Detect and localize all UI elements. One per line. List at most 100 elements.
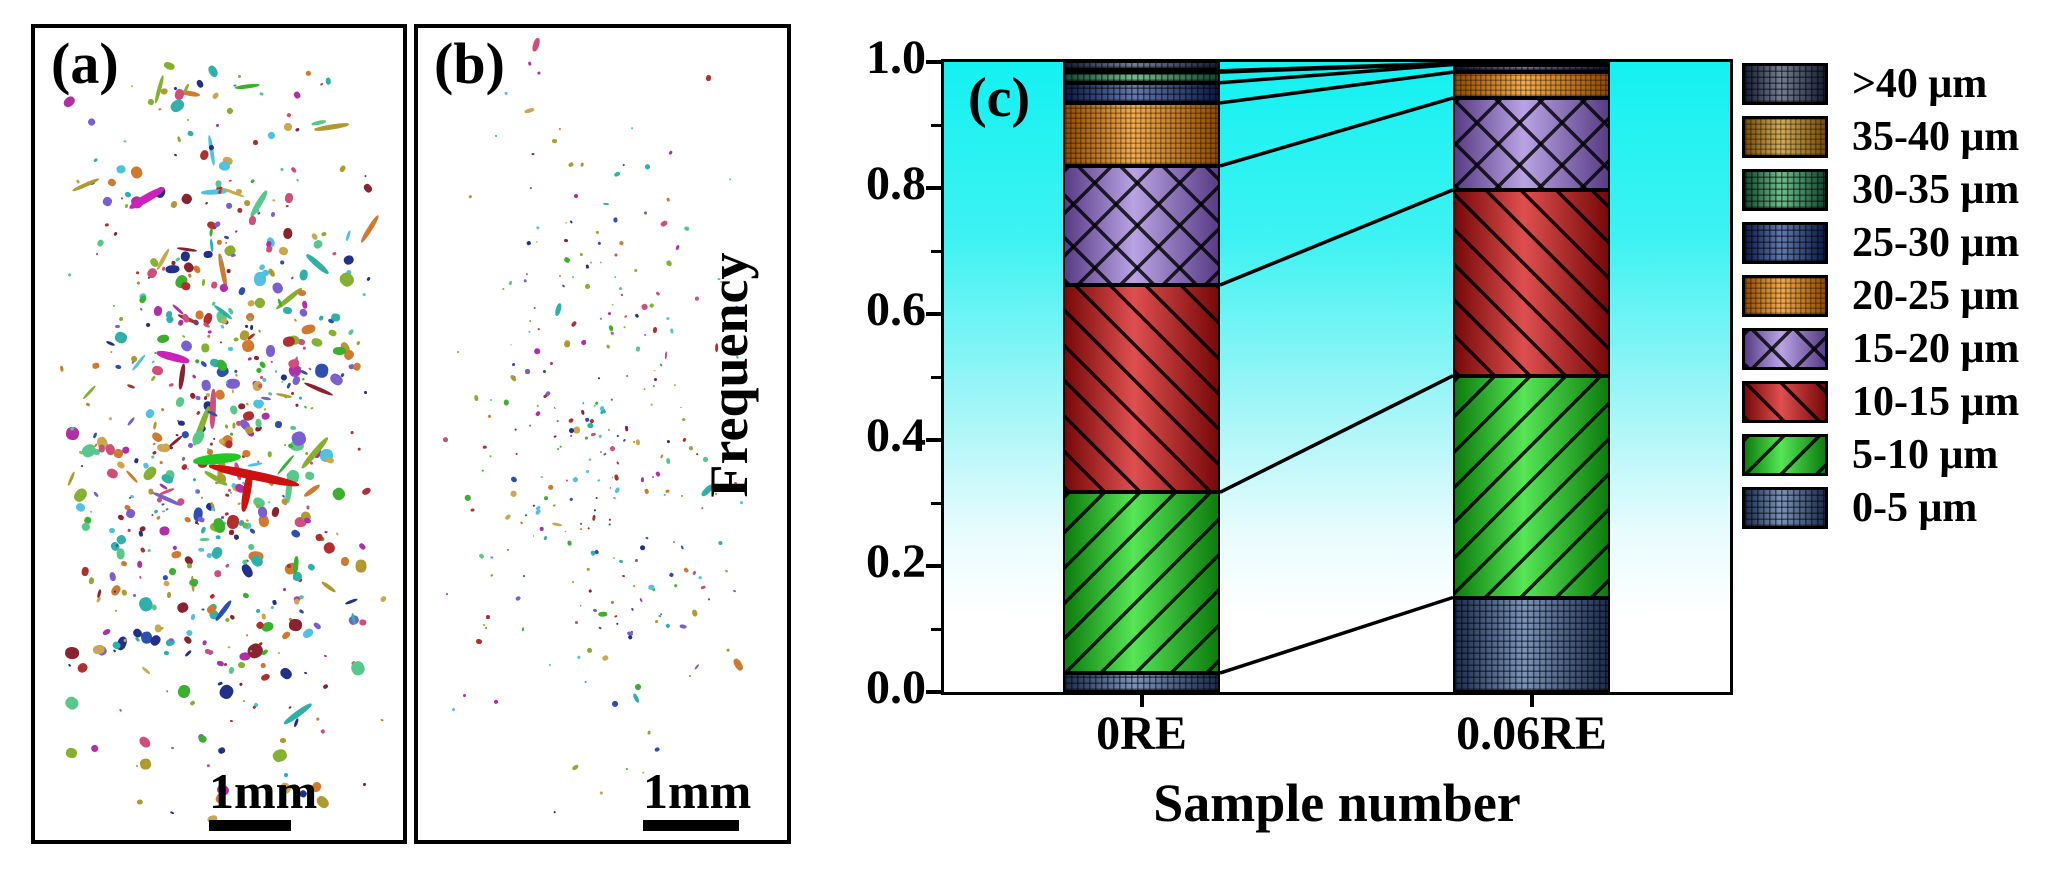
particle (528, 319, 532, 323)
particle (297, 307, 309, 319)
particle (631, 607, 635, 611)
particle (322, 684, 329, 690)
particle (668, 149, 673, 155)
particle (93, 491, 100, 499)
particle (680, 545, 684, 550)
particle (115, 609, 118, 613)
particle (120, 559, 128, 567)
particle (258, 329, 262, 333)
particle (608, 444, 616, 452)
particle (238, 402, 246, 410)
particle (175, 600, 191, 615)
legend-swatch (1742, 433, 1828, 476)
particle (511, 363, 516, 367)
particle (284, 122, 293, 131)
legend-item-5-10μm: 5-10 μm (1742, 428, 2019, 481)
legend-label: 35-40 μm (1852, 113, 2020, 160)
particle (529, 186, 532, 189)
bar-segment-10-15μm (1063, 285, 1220, 493)
particle (304, 251, 330, 276)
particle (612, 556, 615, 559)
panel-b-particles (418, 28, 787, 840)
particle (174, 396, 187, 409)
particle (108, 571, 117, 582)
particle (522, 574, 526, 577)
particle (209, 228, 214, 238)
particle (203, 250, 213, 258)
particle (179, 250, 191, 262)
particle (118, 708, 123, 712)
particle (255, 367, 262, 374)
particle (217, 239, 223, 245)
particle (635, 346, 641, 352)
particle (216, 660, 225, 667)
particle (91, 362, 100, 370)
particle (314, 362, 330, 378)
particle (245, 401, 249, 405)
y-minor-tick (931, 627, 941, 631)
particle (113, 649, 117, 654)
particle (124, 507, 137, 520)
particle (217, 746, 226, 755)
particle (151, 360, 155, 364)
particle (532, 153, 535, 156)
particle (229, 432, 234, 436)
particle (274, 369, 278, 373)
bar-segment->40μm (1453, 58, 1610, 61)
particle (679, 624, 688, 630)
particle (237, 661, 245, 669)
bar-segment-35-40μm (1063, 70, 1220, 73)
legend-swatch (1742, 62, 1828, 105)
particle (220, 324, 225, 330)
particle (242, 410, 256, 422)
particle (688, 674, 692, 677)
particle (170, 746, 174, 750)
particle (669, 328, 674, 334)
particle (228, 179, 232, 182)
particle (623, 325, 626, 329)
particle (579, 522, 583, 526)
legend-label: 25-30 μm (1852, 219, 2020, 266)
particle (324, 530, 328, 534)
particle (278, 665, 294, 682)
particle (504, 513, 512, 521)
particle (569, 434, 573, 439)
particle (665, 457, 671, 465)
particle (266, 266, 276, 278)
particle (680, 407, 683, 409)
particle (601, 654, 609, 662)
particle (267, 451, 273, 457)
particle (64, 747, 78, 759)
particle (195, 310, 205, 320)
particle (270, 211, 277, 217)
particle (234, 373, 238, 377)
particle (535, 240, 538, 243)
particle (286, 382, 292, 389)
particle (339, 372, 345, 378)
legend-swatch (1742, 115, 1828, 158)
particle (665, 490, 670, 494)
particle (345, 597, 359, 606)
particle (225, 563, 231, 569)
particle (183, 516, 191, 524)
particle (577, 655, 581, 659)
particle (579, 527, 583, 531)
particle (579, 604, 582, 607)
particle (136, 560, 142, 568)
particle (215, 123, 220, 128)
particle (573, 193, 578, 199)
particle (680, 494, 684, 498)
particle (593, 404, 597, 407)
particle (565, 221, 568, 225)
particle (526, 240, 532, 246)
legend-item-10-15μm: 10-15 μm (1742, 375, 2019, 428)
particle (669, 571, 675, 577)
particle (272, 599, 278, 605)
bar-segment-25-30μm (1063, 82, 1220, 103)
particle (150, 375, 157, 383)
particle (586, 264, 590, 269)
legend-item-0-5μm: 0-5 μm (1742, 481, 2019, 534)
particle (87, 577, 94, 585)
particle (177, 363, 187, 390)
particle (521, 626, 525, 631)
